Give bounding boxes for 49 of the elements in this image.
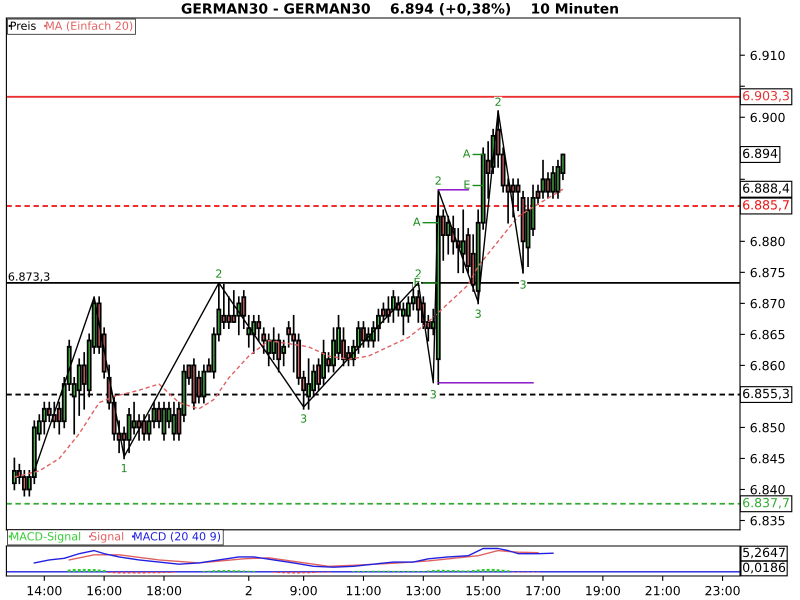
x-tick-label: 13:00 — [406, 586, 440, 596]
text: 6.894 — [743, 148, 778, 158]
annotation: 3 — [300, 414, 306, 423]
x-tick-label: 9:00 — [290, 586, 317, 596]
x-tick-label: 11:00 — [346, 586, 381, 596]
x-tick-label: 17:00 — [526, 586, 560, 596]
y-tick-label: 6.835 — [750, 516, 784, 526]
annotation: E — [464, 180, 470, 189]
chart-title: GERMAN30 - GERMAN30 6.894 (+0,38%) 10 Minuten — [182, 3, 618, 16]
annotation: A — [413, 218, 420, 226]
text: Preis — [10, 21, 36, 30]
ref-line-label: 6.885,7 — [743, 200, 789, 211]
y-tick-label: 6.900 — [750, 112, 785, 122]
legend-label: MACD-Signal — [10, 532, 80, 543]
x-tick-label: 15:00 — [466, 586, 500, 596]
ref-line-label: 6.873,3 — [8, 272, 50, 282]
annotation: A — [462, 149, 470, 158]
x-tick-label: 2 — [246, 586, 252, 596]
x-tick-label: 23:00 — [705, 586, 740, 596]
y-tick-label: 6.845 — [750, 454, 784, 464]
annotation: 1 — [122, 464, 127, 472]
annotation: 2 — [436, 176, 441, 185]
y-tick-label: 6.840 — [750, 484, 785, 494]
x-tick-label: 16:00 — [88, 586, 122, 596]
ref-line-label: 6.837,7 — [743, 498, 789, 509]
text: 5,2647 — [743, 548, 785, 558]
text: 0,0186 — [743, 562, 786, 574]
x-tick-label: 18:00 — [147, 586, 182, 596]
annotation: 3 — [430, 390, 436, 398]
x-tick-label: 21:00 — [646, 586, 680, 596]
y-tick-label: 6.850 — [750, 422, 785, 432]
y-tick-label: 6.875 — [750, 268, 784, 278]
ref-line-label: 6.903,3 — [743, 90, 789, 102]
annotation: 3 — [520, 280, 526, 289]
annotation: 3 — [475, 309, 481, 318]
text: MA (Einfach 20) — [46, 21, 132, 32]
x-tick-label: 14:00 — [28, 586, 62, 596]
y-tick-label: 6.910 — [750, 50, 785, 60]
x-tick-label: 19:00 — [586, 586, 620, 596]
annotation: 2 — [216, 269, 222, 278]
y-tick-label: 6.865 — [750, 330, 784, 340]
text: 6.888,4 — [743, 183, 790, 194]
ref-line-label: 6.855,3 — [743, 388, 789, 400]
legend-label: Signal — [90, 532, 124, 543]
annotation: 2 — [495, 98, 501, 106]
y-tick-label: 6.870 — [750, 298, 785, 308]
y-tick-label: 6.860 — [750, 360, 785, 370]
y-tick-label: 6.880 — [750, 236, 785, 246]
legend-label: MACD (20 40 9) — [134, 532, 220, 542]
